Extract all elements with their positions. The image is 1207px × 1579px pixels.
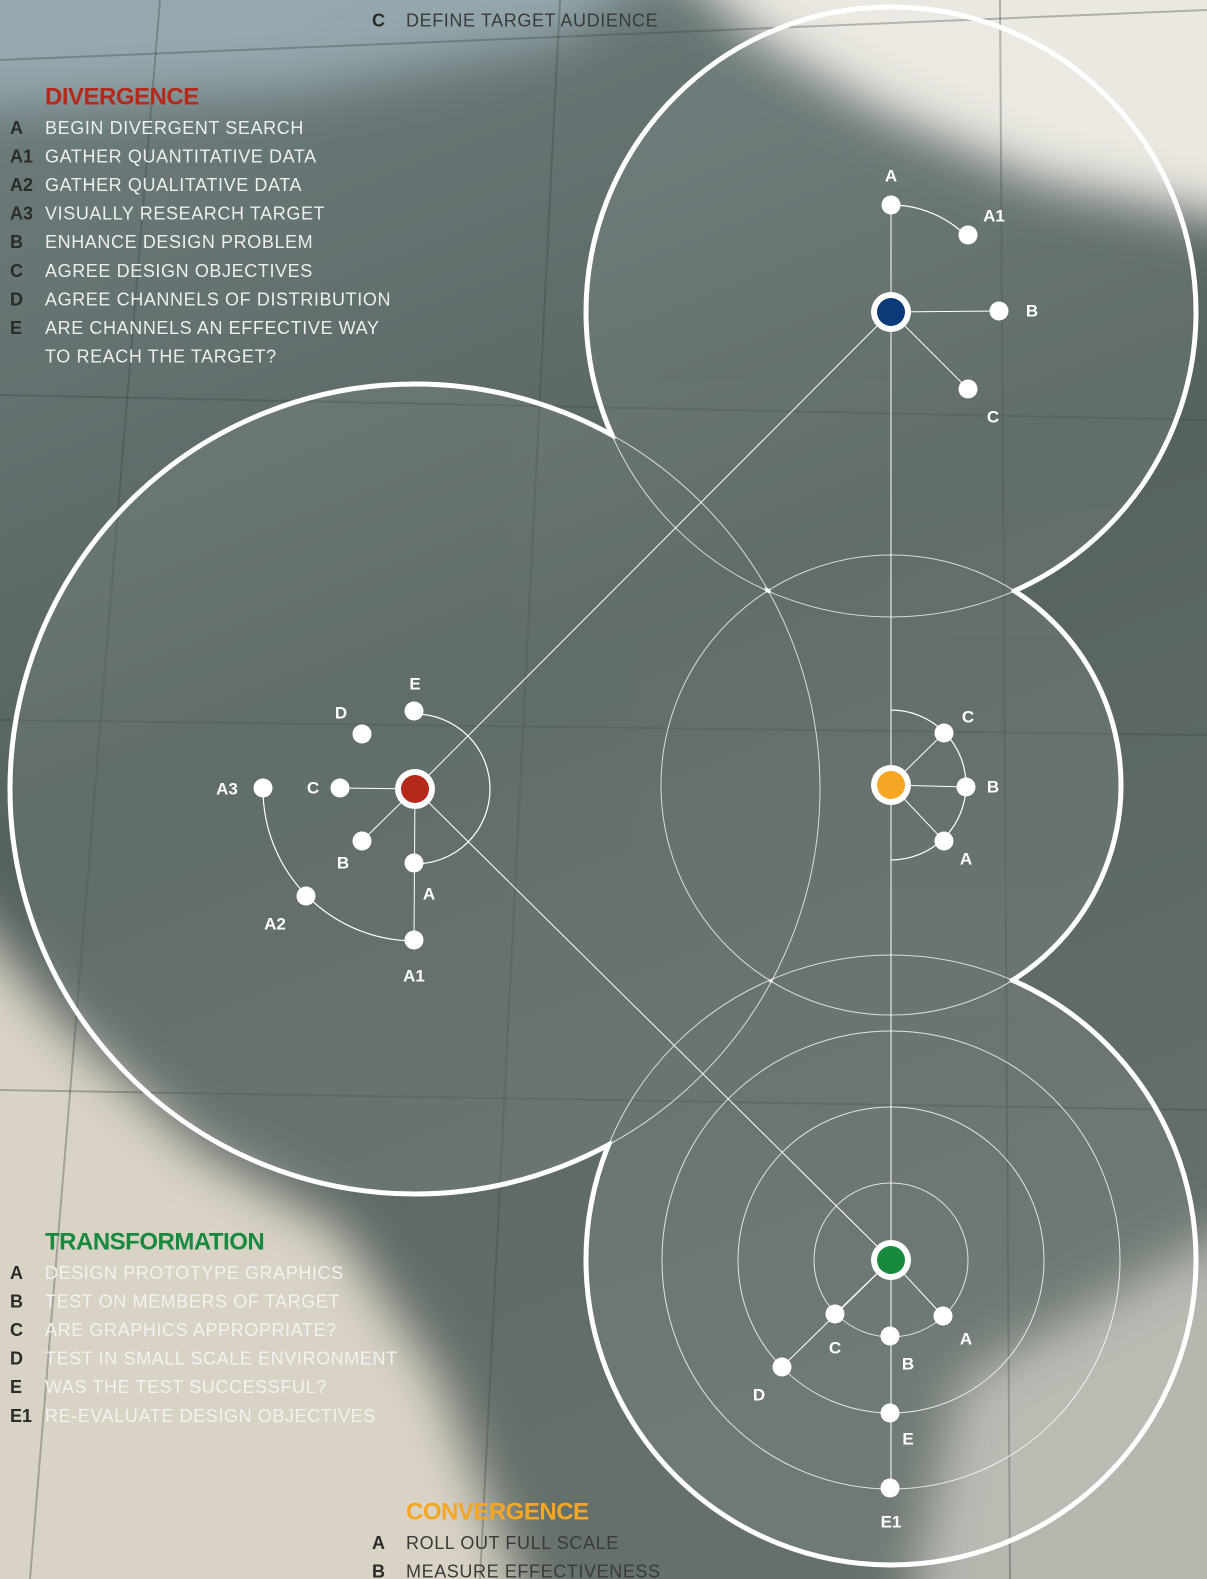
node	[331, 779, 350, 798]
item-text: VISUALLY RESEARCH TARGET	[45, 204, 325, 224]
item-text: ARE CHANNELS AN EFFECTIVE WAY	[45, 318, 379, 338]
item-key: A2	[10, 175, 33, 195]
item-text: AGREE CHANNELS OF DISTRIBUTION	[45, 289, 391, 309]
node-label: C	[987, 407, 999, 426]
node-label: B	[987, 777, 999, 796]
node-label: A2	[264, 914, 286, 933]
node-label: B	[1026, 301, 1038, 320]
item-key: C	[10, 261, 23, 281]
node	[405, 702, 424, 721]
node-label: A1	[403, 966, 425, 985]
node	[934, 1307, 953, 1326]
node-label: C	[962, 707, 974, 726]
hub-core	[877, 771, 905, 799]
node-label: E1	[881, 1512, 902, 1531]
item-key: A	[372, 1533, 385, 1553]
hub-core	[877, 1246, 905, 1274]
item-text: AGREE DESIGN OBJECTIVES	[45, 261, 313, 281]
node	[405, 931, 424, 950]
node	[405, 854, 424, 873]
item-key: B	[10, 232, 23, 252]
item-text: ARE GRAPHICS APPROPRIATE?	[45, 1320, 337, 1340]
node	[935, 724, 954, 743]
item-key: B	[10, 1291, 23, 1311]
node	[773, 1358, 792, 1377]
node	[882, 196, 901, 215]
item-key: B	[372, 0, 385, 2]
node-label: A	[960, 1329, 972, 1348]
node	[881, 1404, 900, 1423]
item-key: B	[372, 1561, 385, 1579]
node	[297, 887, 316, 906]
node	[826, 1305, 845, 1324]
node-label: C	[307, 778, 319, 797]
process-diagram: AA1BCEDCBAA1A2A3CBAABCDEE1BDEFINE CAUSES…	[0, 0, 1207, 1579]
node	[959, 226, 978, 245]
item-text: DEFINE CAUSES OF PROBLEM	[406, 0, 688, 2]
item-text: TEST ON MEMBERS OF TARGET	[45, 1291, 340, 1311]
item-text: MEASURE EFFECTIVENESS	[406, 1561, 661, 1579]
node	[353, 725, 372, 744]
section-title: TRANSFORMATION	[45, 1228, 264, 1255]
node-label: C	[829, 1338, 841, 1357]
item-text: DESIGN PROTOTYPE GRAPHICS	[45, 1263, 344, 1283]
item-key: C	[10, 1320, 23, 1340]
item-text: TO REACH THE TARGET?	[45, 347, 277, 367]
item-text: TEST IN SMALL SCALE ENVIRONMENT	[45, 1349, 398, 1369]
node	[254, 779, 273, 798]
node	[990, 302, 1009, 321]
node-label: A	[960, 849, 972, 868]
item-key: E	[10, 318, 22, 338]
section-title: DIVERGENCE	[45, 83, 199, 110]
item-text: WAS THE TEST SUCCESSFUL?	[45, 1377, 327, 1397]
section-title: CONVERGENCE	[406, 1498, 589, 1525]
item-key: D	[10, 289, 23, 309]
item-key: A	[10, 118, 23, 138]
item-key: E1	[10, 1406, 32, 1426]
node	[959, 380, 978, 399]
hub-core	[401, 775, 429, 803]
node	[881, 1479, 900, 1498]
item-key: C	[372, 10, 385, 30]
node-label: E	[902, 1429, 913, 1448]
node-label: D	[335, 703, 347, 722]
item-text: GATHER QUANTITATIVE DATA	[45, 146, 317, 166]
item-key: D	[10, 1349, 23, 1369]
node-label: A	[885, 166, 897, 185]
hub-core	[877, 298, 905, 326]
item-text: GATHER QUALITATIVE DATA	[45, 175, 302, 195]
node-label: B	[902, 1354, 914, 1373]
item-text: DEFINE TARGET AUDIENCE	[406, 10, 658, 30]
node-label: D	[753, 1385, 765, 1404]
item-text: ENHANCE DESIGN PROBLEM	[45, 232, 313, 252]
item-text: RE-EVALUATE DESIGN OBJECTIVES	[45, 1406, 376, 1426]
item-key: A	[10, 1263, 23, 1283]
node-label: A1	[983, 206, 1005, 225]
item-key: A1	[10, 146, 33, 166]
node-label: A	[423, 884, 435, 903]
node-label: B	[337, 853, 349, 872]
item-text: ROLL OUT FULL SCALE	[406, 1533, 619, 1553]
node	[957, 778, 976, 797]
node	[353, 832, 372, 851]
item-text: BEGIN DIVERGENT SEARCH	[45, 118, 304, 138]
item-key: E	[10, 1377, 22, 1397]
node-label: E	[409, 674, 420, 693]
node-label: A3	[216, 779, 238, 798]
node	[881, 1327, 900, 1346]
item-key: A3	[10, 204, 33, 224]
node	[935, 832, 954, 851]
